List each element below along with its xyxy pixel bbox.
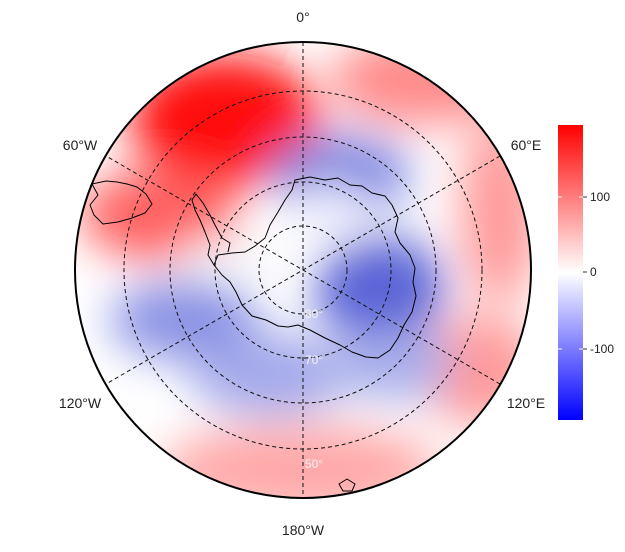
colorbar-label-0: 0 xyxy=(590,265,597,279)
lon-label-180w: 180°W xyxy=(282,522,325,538)
colorbar-ticks xyxy=(558,196,583,350)
lon-label-60e: 60°E xyxy=(511,137,542,153)
colorbar: 100 0 -100 xyxy=(558,125,614,420)
coastlines xyxy=(89,176,417,492)
colorbar-label-100: 100 xyxy=(590,190,610,204)
antarctic-peninsula-coastline xyxy=(191,193,231,266)
graticule xyxy=(105,42,501,498)
lon-label-120w: 120°W xyxy=(59,395,102,411)
antarctica-coastline xyxy=(213,176,417,359)
lon-label-60w: 60°W xyxy=(63,137,98,153)
lat-label-50: 50° xyxy=(305,457,323,471)
island-coastline xyxy=(338,478,356,492)
lon-label-0: 0° xyxy=(296,9,309,25)
lat-label-80: 80° xyxy=(305,307,323,321)
lat-label-70: 70° xyxy=(305,353,323,367)
meridian-120e-60w xyxy=(105,155,501,385)
south-america-coastline xyxy=(89,180,153,225)
colorbar-label-minus-100: -100 xyxy=(590,342,614,356)
lon-label-120e: 120°E xyxy=(507,395,545,411)
lat-circle-80 xyxy=(258,225,348,315)
colorbar-ramp xyxy=(558,125,583,420)
map-boundary xyxy=(74,41,532,499)
